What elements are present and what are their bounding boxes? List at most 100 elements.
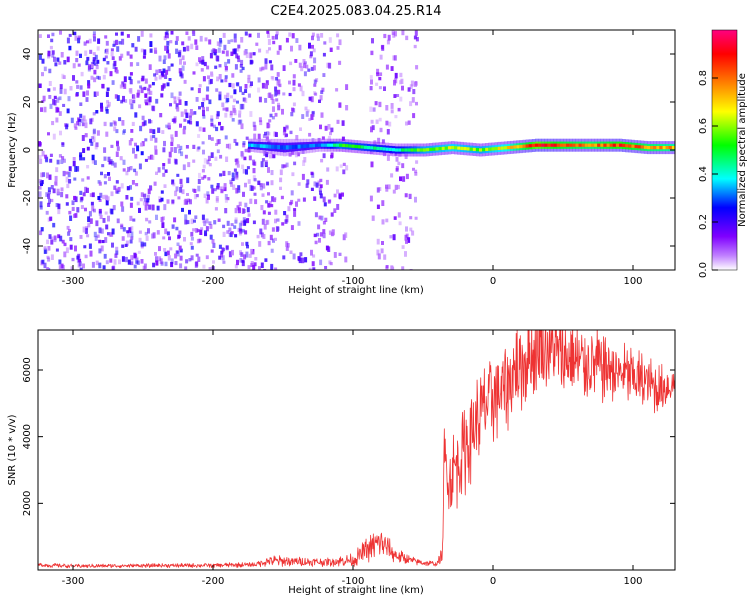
heatmap-band-cell	[429, 147, 433, 151]
heatmap-cell	[76, 166, 80, 172]
heatmap-cell	[338, 102, 342, 108]
heatmap-cell	[292, 253, 296, 260]
heatmap-cell	[180, 184, 184, 188]
heatmap-cell	[311, 110, 315, 115]
heatmap-cell	[121, 206, 125, 212]
heatmap-cell	[56, 159, 60, 165]
heatmap-cell	[115, 32, 118, 36]
heatmap-cell	[120, 183, 124, 189]
heatmap-cell	[397, 212, 401, 218]
heatmap-cell	[209, 78, 213, 84]
heatmap-cell	[84, 119, 88, 124]
heatmap-cell	[74, 126, 78, 130]
heatmap-cell	[393, 216, 397, 220]
heatmap-cell	[155, 214, 158, 220]
heatmap-cell	[76, 121, 80, 126]
heatmap-cell	[141, 115, 145, 121]
heatmap-cell	[208, 39, 212, 45]
heatmap-cell	[118, 56, 122, 61]
heatmap-band-cell	[507, 146, 511, 150]
heatmap-cell	[412, 89, 416, 95]
heatmap-cell	[129, 54, 133, 59]
heatmap-cell	[65, 124, 69, 130]
heatmap-cell	[246, 218, 250, 224]
heatmap-cell	[149, 185, 152, 191]
heatmap-cell	[201, 214, 205, 220]
heatmap-cell	[271, 76, 275, 81]
heatmap-band-cell	[503, 146, 508, 150]
heatmap-cell	[318, 99, 321, 103]
heatmap-cell	[181, 65, 185, 71]
heatmap-cell	[114, 94, 118, 99]
heatmap-cell	[299, 252, 303, 257]
heatmap-cell	[249, 198, 253, 204]
heatmap-band-cell	[351, 144, 355, 148]
heatmap-cell	[53, 235, 57, 241]
heatmap-cell	[216, 111, 220, 117]
heatmap-cell	[224, 135, 228, 140]
heatmap-cell	[47, 257, 51, 262]
heatmap-cell	[154, 149, 158, 155]
heatmap-cell	[216, 149, 220, 154]
heatmap-cell	[395, 168, 399, 172]
heatmap-cell	[92, 208, 96, 213]
heatmap-cell	[127, 259, 131, 265]
heatmap-cell	[205, 226, 209, 232]
heatmap-cell	[210, 184, 214, 189]
heatmap-cell	[55, 248, 59, 252]
heatmap-cell	[241, 208, 245, 214]
heatmap-cell	[312, 48, 316, 53]
heatmap-band-cell	[336, 143, 340, 147]
heatmap-cell	[140, 241, 144, 247]
heatmap-cell	[105, 48, 109, 55]
heatmap-cell	[259, 67, 263, 72]
heatmap-cell	[130, 261, 134, 266]
heatmap-band-cell	[285, 145, 290, 150]
heatmap-band-cell	[643, 145, 648, 149]
heatmap-cell	[147, 99, 151, 106]
heatmap-cell	[92, 59, 96, 66]
heatmap-cell	[242, 169, 246, 174]
heatmap-cell	[85, 60, 89, 66]
heatmap-cell	[128, 140, 132, 146]
heatmap-cell	[86, 90, 89, 96]
heatmap-cell	[387, 184, 391, 190]
heatmap-cell	[245, 251, 249, 258]
heatmap-cell	[224, 66, 228, 71]
heatmap-cell	[123, 76, 127, 83]
heatmap-cell	[103, 156, 107, 161]
heatmap-cell	[54, 175, 58, 182]
heatmap-cell	[43, 66, 47, 72]
heatmap-cell	[370, 79, 373, 85]
heatmap-cell	[304, 106, 308, 111]
heatmap-cell	[376, 238, 380, 245]
heatmap-cell	[60, 187, 64, 192]
heatmap-cell	[199, 60, 203, 64]
heatmap-cell	[409, 84, 413, 89]
heatmap-cell	[79, 267, 83, 270]
heatmap-cell	[294, 59, 298, 63]
heatmap-cell	[370, 119, 374, 124]
heatmap-cell	[63, 88, 67, 95]
heatmap-cell	[129, 202, 133, 208]
heatmap-cell	[405, 121, 408, 126]
heatmap-cell	[397, 161, 401, 166]
colorbar-label: Normalized spectral amplitude	[737, 73, 748, 227]
heatmap-cell	[39, 205, 43, 210]
heatmap-cell	[246, 207, 250, 213]
heatmap-cell	[224, 199, 228, 203]
heatmap-cell	[301, 114, 305, 119]
heatmap-cell	[190, 112, 194, 116]
heatmap-band-cell	[634, 144, 638, 149]
heatmap-cell	[65, 171, 69, 175]
heatmap-cell	[38, 185, 42, 190]
heatmap-cell	[155, 256, 158, 262]
heatmap-cell	[320, 33, 324, 38]
heatmap-cell	[136, 260, 140, 265]
heatmap-cell	[216, 185, 220, 190]
heatmap-cell	[378, 76, 382, 81]
heatmap-cell	[217, 218, 221, 222]
heatmap-cell	[324, 217, 328, 222]
heatmap-cell	[115, 69, 119, 74]
heatmap-cell	[160, 71, 164, 76]
